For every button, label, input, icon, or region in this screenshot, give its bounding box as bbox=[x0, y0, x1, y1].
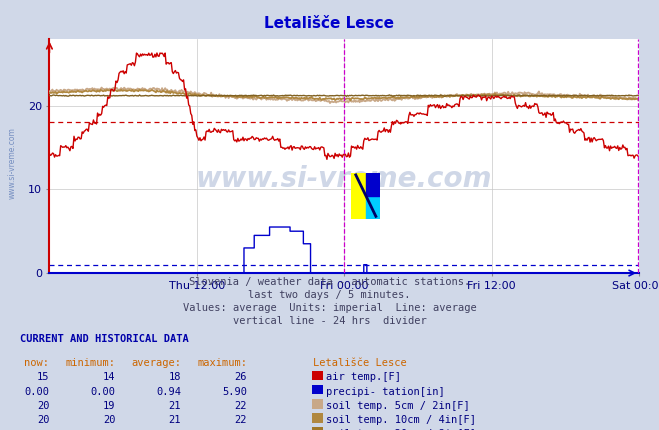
Bar bbox=[366, 196, 380, 218]
Text: soil temp. 20cm / 8in[F]: soil temp. 20cm / 8in[F] bbox=[326, 429, 476, 430]
Text: 0.94: 0.94 bbox=[156, 387, 181, 396]
Text: air temp.[F]: air temp.[F] bbox=[326, 372, 401, 382]
Text: soil temp. 5cm / 2in[F]: soil temp. 5cm / 2in[F] bbox=[326, 401, 470, 411]
Text: Slovenia / weather data - automatic stations.: Slovenia / weather data - automatic stat… bbox=[189, 277, 470, 287]
Text: Letališče Lesce: Letališče Lesce bbox=[264, 16, 395, 31]
Bar bbox=[351, 172, 366, 218]
Text: -nan: -nan bbox=[156, 429, 181, 430]
Text: now:: now: bbox=[24, 358, 49, 368]
Text: www.si-vreme.com: www.si-vreme.com bbox=[196, 165, 492, 194]
Text: vertical line - 24 hrs  divider: vertical line - 24 hrs divider bbox=[233, 316, 426, 326]
Text: 15: 15 bbox=[37, 372, 49, 382]
Text: 18: 18 bbox=[169, 372, 181, 382]
Text: 20: 20 bbox=[37, 401, 49, 411]
Text: -nan: -nan bbox=[222, 429, 247, 430]
Text: 21: 21 bbox=[169, 415, 181, 425]
Text: maximum:: maximum: bbox=[197, 358, 247, 368]
Text: CURRENT AND HISTORICAL DATA: CURRENT AND HISTORICAL DATA bbox=[20, 334, 188, 344]
Text: 0.00: 0.00 bbox=[24, 387, 49, 396]
Text: soil temp. 10cm / 4in[F]: soil temp. 10cm / 4in[F] bbox=[326, 415, 476, 425]
Text: minimum:: minimum: bbox=[65, 358, 115, 368]
Text: -nan: -nan bbox=[90, 429, 115, 430]
Text: 20: 20 bbox=[37, 415, 49, 425]
Text: 22: 22 bbox=[235, 415, 247, 425]
Text: 19: 19 bbox=[103, 401, 115, 411]
Text: average:: average: bbox=[131, 358, 181, 368]
Text: precipi- tation[in]: precipi- tation[in] bbox=[326, 387, 445, 396]
Text: 5.90: 5.90 bbox=[222, 387, 247, 396]
Text: 0.00: 0.00 bbox=[90, 387, 115, 396]
Text: 14: 14 bbox=[103, 372, 115, 382]
Text: last two days / 5 minutes.: last two days / 5 minutes. bbox=[248, 290, 411, 300]
Text: -nan: -nan bbox=[24, 429, 49, 430]
Text: www.si-vreme.com: www.si-vreme.com bbox=[8, 127, 17, 200]
Text: 21: 21 bbox=[169, 401, 181, 411]
Text: 26: 26 bbox=[235, 372, 247, 382]
Text: 20: 20 bbox=[103, 415, 115, 425]
Text: Values: average  Units: imperial  Line: average: Values: average Units: imperial Line: av… bbox=[183, 303, 476, 313]
Text: Letališče Lesce: Letališče Lesce bbox=[313, 358, 407, 368]
Text: 22: 22 bbox=[235, 401, 247, 411]
Bar bbox=[366, 172, 380, 196]
